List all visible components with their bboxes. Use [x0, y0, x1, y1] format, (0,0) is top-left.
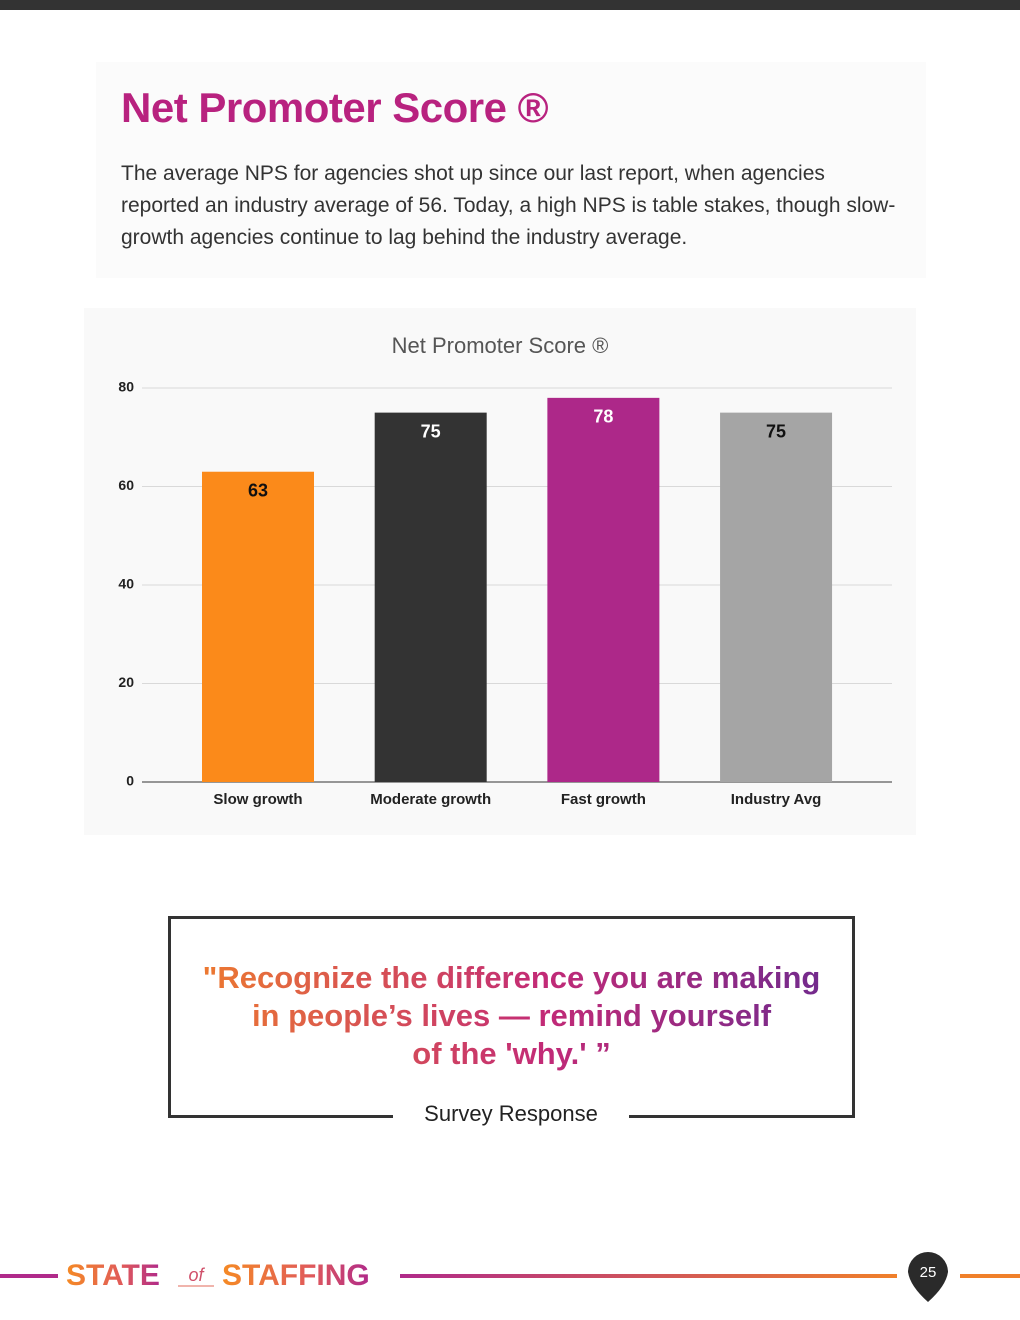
attribution: Survey Response: [393, 1099, 629, 1129]
x-tick-label: Fast growth: [561, 791, 646, 808]
intro-panel: [96, 62, 926, 278]
x-tick-label: Slow growth: [213, 791, 302, 808]
footer-rule: [400, 1274, 897, 1278]
y-tick-label: 40: [118, 576, 134, 592]
chart: Net Promoter Score ® 0 20 40 60 80 Slow growt…: [84, 308, 916, 835]
bar: [547, 397, 660, 782]
quote-line: "Recognize the difference you are making: [171, 959, 852, 997]
page-number: 25: [920, 1264, 937, 1281]
bar: [202, 471, 314, 782]
brand: of: [188, 1265, 205, 1285]
y-tick-label: 60: [118, 477, 134, 493]
top-bar: [0, 0, 1020, 10]
y-tick-label: 0: [126, 773, 134, 789]
y-tick-label: 20: [118, 674, 134, 690]
data-label: 78: [593, 407, 613, 427]
data-label: 63: [248, 480, 268, 500]
chart-title: Net Promoter Score ®: [392, 333, 609, 358]
data-label: 75: [766, 421, 786, 441]
quote-box: "Recognize the difference you are making…: [168, 916, 855, 1129]
brand: STATE: [66, 1259, 160, 1292]
footer-rule: [0, 1274, 58, 1278]
data-label: 75: [421, 421, 441, 441]
heading: Net Promoter Score ®: [121, 84, 549, 131]
footer-rule: [960, 1274, 1020, 1278]
page-badge: [908, 1252, 948, 1302]
quote-line: of the 'why.' ”: [171, 1035, 852, 1073]
footer: STATE of STAFFING 25: [0, 1252, 1020, 1302]
quote: "Recognize the difference you are making…: [171, 959, 852, 1073]
brand: STAFFING: [222, 1259, 370, 1292]
body-text: The average NPS for agencies shot up sin…: [121, 162, 896, 249]
bar: [374, 412, 487, 782]
bar: [720, 412, 833, 782]
y-tick-label: 80: [118, 379, 134, 395]
quote-line: in people’s lives — remind yourself: [171, 997, 852, 1035]
x-tick-label: Industry Avg: [731, 791, 822, 808]
x-tick-label: Moderate growth: [370, 791, 491, 808]
